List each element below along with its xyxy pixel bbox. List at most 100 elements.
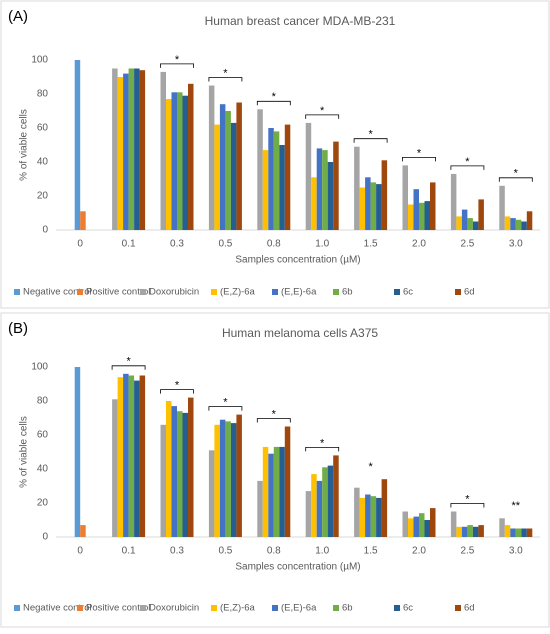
bar	[225, 421, 231, 537]
significance-mark: *	[272, 91, 277, 103]
bar	[521, 221, 527, 230]
bar	[160, 71, 166, 231]
bar	[376, 184, 382, 230]
bar	[117, 377, 124, 537]
bar	[419, 513, 425, 537]
x-tick-label: 1.5	[364, 239, 378, 250]
legend-label: (E,E)-6a	[281, 603, 317, 614]
bar	[230, 122, 237, 230]
bar	[160, 424, 166, 537]
significance-bracket	[402, 157, 436, 162]
significance-mark: *	[320, 437, 325, 449]
bar	[171, 406, 177, 537]
y-tick-label: 0	[42, 532, 48, 543]
bar	[268, 128, 274, 230]
bar	[134, 380, 140, 537]
significance-mark: *	[272, 408, 277, 420]
bar	[188, 83, 194, 230]
bar	[123, 73, 129, 230]
x-tick-label: 3.0	[509, 546, 523, 557]
bar	[521, 528, 527, 537]
bar	[134, 68, 140, 230]
bar	[74, 60, 81, 230]
bar	[376, 497, 382, 537]
bar	[236, 102, 242, 230]
legend-swatch	[211, 289, 217, 295]
y-axis-label: % of viable cells	[19, 416, 30, 488]
bar	[430, 182, 436, 230]
legend-swatch	[394, 289, 400, 295]
x-tick-label: 2.0	[412, 546, 426, 557]
bar	[112, 399, 118, 537]
legend-label: Doxorubicin	[149, 287, 199, 298]
bar	[208, 450, 215, 537]
bar	[381, 479, 388, 537]
x-tick-label: 1.0	[315, 546, 329, 557]
bar	[333, 141, 339, 230]
bar	[499, 185, 505, 230]
significance-mark: *	[320, 105, 325, 117]
bar	[80, 211, 86, 230]
legend-label: 6d	[464, 603, 475, 614]
bar	[208, 85, 215, 230]
significance-mark: *	[126, 356, 131, 368]
x-tick-label: 2.5	[460, 239, 474, 250]
bar	[467, 525, 473, 537]
bar	[128, 68, 135, 230]
significance-mark: **	[512, 500, 521, 512]
panel-border	[0, 0, 550, 309]
bar	[219, 104, 226, 230]
bar	[478, 199, 484, 230]
bar	[273, 446, 280, 537]
significance-mark: *	[175, 54, 180, 66]
bar	[139, 375, 146, 537]
bar	[225, 111, 231, 230]
significance-mark: *	[514, 168, 519, 180]
x-tick-label: 1.0	[315, 239, 329, 250]
bar	[354, 487, 360, 537]
significance-mark: *	[465, 493, 470, 505]
bar	[359, 497, 366, 537]
bar	[408, 518, 414, 537]
bar	[359, 187, 366, 230]
significance-bracket	[450, 165, 485, 170]
significance-bracket	[208, 77, 243, 82]
bar	[128, 375, 135, 537]
bar	[284, 124, 291, 230]
chart-title: Human melanoma cells A375	[222, 326, 378, 340]
bar	[171, 92, 177, 230]
bar	[354, 146, 360, 230]
bar	[450, 511, 457, 537]
significance-mark: *	[417, 147, 422, 159]
significance-bracket	[256, 418, 291, 423]
significance-bracket	[208, 406, 243, 411]
bar	[402, 165, 408, 230]
bar	[510, 528, 516, 537]
significance-mark: *	[223, 67, 228, 79]
bar	[467, 218, 473, 230]
bar	[188, 397, 194, 537]
x-tick-label: 0.8	[267, 546, 281, 557]
x-tick-label: 0	[77, 546, 83, 557]
y-tick-label: 40	[37, 464, 49, 475]
legend-swatch	[77, 605, 83, 611]
bar	[284, 426, 291, 537]
x-tick-label: 0.1	[122, 239, 136, 250]
panel-label: (A)	[8, 8, 28, 25]
bar	[182, 412, 188, 537]
bar	[322, 150, 328, 230]
legend-swatch	[140, 289, 146, 295]
significance-bracket	[498, 177, 533, 182]
bar	[311, 474, 317, 537]
bar	[424, 201, 430, 230]
legend-label: Positive control	[86, 603, 150, 614]
legend-swatch	[455, 289, 461, 295]
significance-bracket	[305, 114, 340, 119]
legend-label: Negative control	[23, 603, 92, 614]
x-tick-label: 2.5	[460, 546, 474, 557]
bar	[257, 480, 263, 537]
bar	[510, 218, 516, 230]
significance-bracket	[450, 503, 485, 508]
bar	[365, 177, 371, 230]
bar	[472, 526, 479, 537]
